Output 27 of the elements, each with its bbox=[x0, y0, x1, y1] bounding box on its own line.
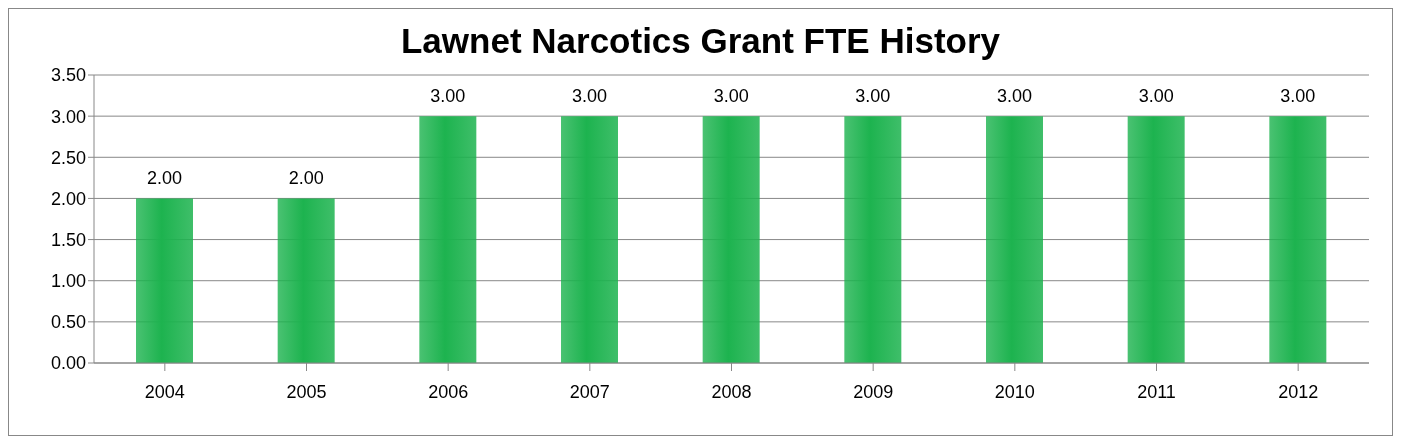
data-label: 3.00 bbox=[855, 86, 891, 107]
y-tick-label: 0.00 bbox=[50, 353, 86, 374]
x-tick-label: 2011 bbox=[1137, 381, 1176, 402]
x-tick-label: 2006 bbox=[428, 381, 469, 402]
chart-title: Lawnet Narcotics Grant FTE History bbox=[400, 20, 1001, 62]
data-label: 3.00 bbox=[1138, 86, 1174, 107]
data-label: 3.00 bbox=[713, 86, 749, 107]
x-tick-label: 2008 bbox=[711, 381, 752, 402]
x-tick-label: 2004 bbox=[144, 381, 185, 402]
data-label: 3.00 bbox=[430, 86, 466, 107]
data-label: 3.00 bbox=[996, 86, 1033, 107]
y-tick-label: 1.00 bbox=[50, 271, 86, 292]
y-tick-label: 1.50 bbox=[50, 229, 86, 250]
data-label: 2.00 bbox=[146, 168, 183, 189]
y-tick-label: 3.50 bbox=[50, 65, 86, 86]
y-tick-label: 2.00 bbox=[50, 188, 86, 209]
data-label: 3.00 bbox=[1280, 86, 1316, 107]
y-tick-label: 3.00 bbox=[50, 106, 86, 127]
x-tick-label: 2007 bbox=[569, 381, 610, 402]
x-tick-label: 2005 bbox=[286, 381, 327, 402]
data-label: 2.00 bbox=[288, 168, 324, 189]
x-tick-label: 2009 bbox=[853, 381, 894, 402]
x-tick-label: 2010 bbox=[994, 381, 1035, 402]
y-tick-label: 0.50 bbox=[50, 312, 86, 333]
data-label: 3.00 bbox=[571, 86, 608, 107]
x-tick-label: 2012 bbox=[1278, 381, 1319, 402]
y-tick-label: 2.50 bbox=[50, 147, 86, 168]
